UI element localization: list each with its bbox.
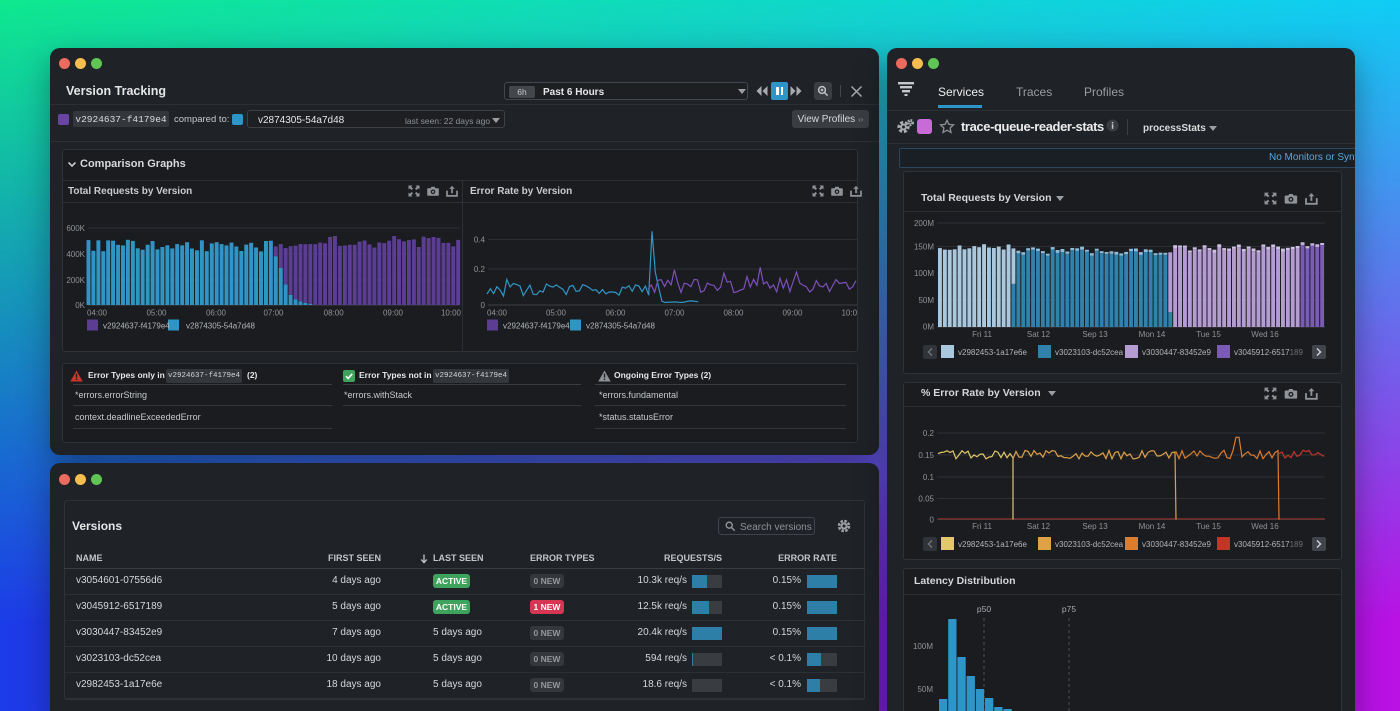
svg-text:v2982453-1a17e6e: v2982453-1a17e6e — [958, 348, 1028, 357]
svg-text:Tue 15: Tue 15 — [1196, 330, 1221, 339]
svg-text:Mon 14: Mon 14 — [1139, 522, 1166, 531]
svg-text:v2874305-54a7d48: v2874305-54a7d48 — [186, 322, 256, 331]
svg-text:Wed 16: Wed 16 — [1251, 522, 1279, 531]
svg-text:0.1: 0.1 — [923, 473, 935, 482]
svg-text:09:00: 09:00 — [383, 309, 404, 318]
svg-text:100M: 100M — [914, 269, 934, 278]
svg-text:06:00: 06:00 — [605, 309, 626, 318]
svg-text:05:00: 05:00 — [546, 309, 567, 318]
svg-text:v2924637-f4179e4: v2924637-f4179e4 — [503, 322, 570, 331]
svg-text:v3045912-6517189: v3045912-6517189 — [1234, 348, 1304, 357]
svg-text:400K: 400K — [66, 250, 85, 259]
svg-text:200M: 200M — [914, 219, 934, 228]
svg-text:Mon 14: Mon 14 — [1139, 330, 1166, 339]
svg-text:v3023103-dc52cea: v3023103-dc52cea — [1055, 348, 1124, 357]
svg-text:10:00: 10:00 — [841, 309, 857, 318]
svg-text:Wed 16: Wed 16 — [1251, 330, 1279, 339]
svg-text:0M: 0M — [923, 323, 934, 332]
svg-text:v3030447-83452e9: v3030447-83452e9 — [1142, 348, 1212, 357]
svg-text:08:00: 08:00 — [324, 309, 345, 318]
svg-text:v2874305-54a7d48: v2874305-54a7d48 — [586, 322, 656, 331]
svg-text:Sep 13: Sep 13 — [1082, 522, 1108, 531]
svg-text:0: 0 — [481, 301, 486, 310]
svg-text:0: 0 — [930, 516, 935, 525]
svg-text:200K: 200K — [66, 276, 85, 285]
svg-text:Sat 12: Sat 12 — [1027, 330, 1051, 339]
svg-text:10:00: 10:00 — [441, 309, 461, 318]
svg-text:v2924637-f4179e4: v2924637-f4179e4 — [103, 322, 170, 331]
svg-text:09:00: 09:00 — [782, 309, 803, 318]
svg-text:v2982453-1a17e6e: v2982453-1a17e6e — [958, 540, 1028, 549]
svg-text:50M: 50M — [917, 685, 933, 694]
svg-text:v3023103-dc52cea: v3023103-dc52cea — [1055, 540, 1124, 549]
svg-text:100M: 100M — [913, 642, 933, 651]
svg-text:0.15: 0.15 — [918, 451, 934, 460]
svg-text:0.4: 0.4 — [474, 236, 486, 245]
svg-text:Fri 11: Fri 11 — [972, 522, 992, 531]
svg-text:06:00: 06:00 — [206, 309, 227, 318]
svg-text:0.05: 0.05 — [918, 495, 934, 504]
svg-text:Tue 15: Tue 15 — [1196, 522, 1221, 531]
svg-text:600K: 600K — [66, 224, 85, 233]
svg-text:07:00: 07:00 — [664, 309, 685, 318]
svg-text:08:00: 08:00 — [723, 309, 744, 318]
svg-text:04:00: 04:00 — [487, 309, 508, 318]
svg-text:0.2: 0.2 — [923, 429, 935, 438]
svg-text:04:00: 04:00 — [87, 309, 108, 318]
svg-text:v3030447-83452e9: v3030447-83452e9 — [1142, 540, 1212, 549]
svg-text:v3045912-6517189: v3045912-6517189 — [1234, 540, 1304, 549]
svg-text:0.2: 0.2 — [474, 265, 486, 274]
svg-text:0K: 0K — [75, 301, 85, 310]
svg-text:Sep 13: Sep 13 — [1082, 330, 1108, 339]
svg-text:150M: 150M — [914, 243, 934, 252]
svg-text:50M: 50M — [918, 296, 934, 305]
svg-text:05:00: 05:00 — [146, 309, 167, 318]
svg-text:Sat 12: Sat 12 — [1027, 522, 1051, 531]
svg-text:07:00: 07:00 — [263, 309, 284, 318]
svg-text:Fri 11: Fri 11 — [972, 330, 992, 339]
svg-text:p50: p50 — [977, 604, 991, 614]
svg-text:p75: p75 — [1062, 604, 1076, 614]
